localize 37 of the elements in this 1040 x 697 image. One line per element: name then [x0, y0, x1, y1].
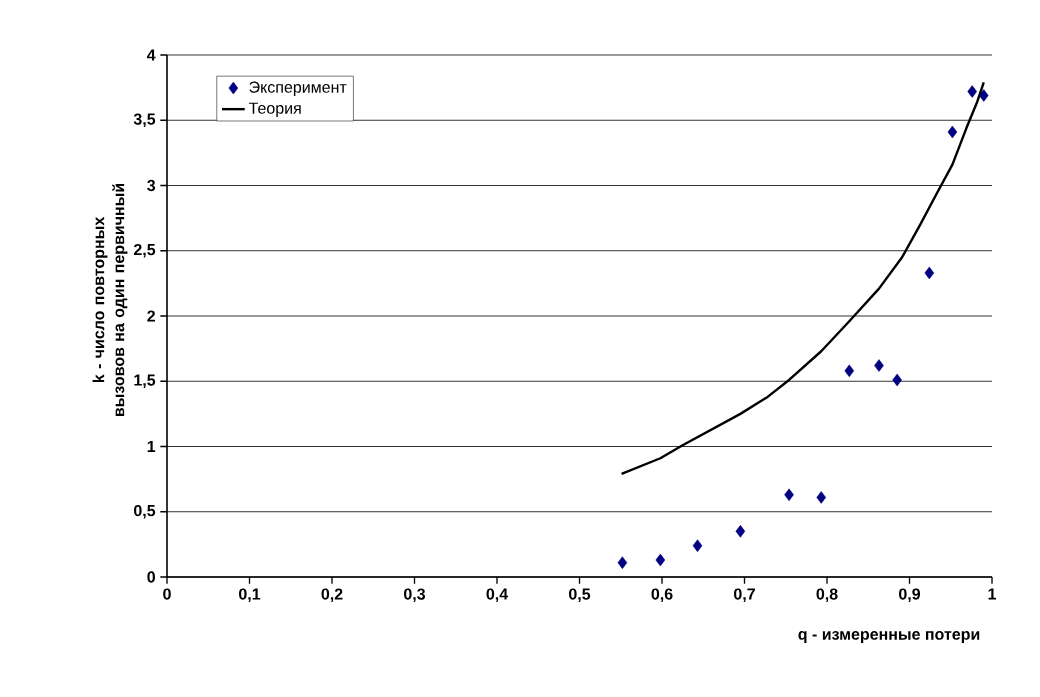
x-tick-label: 0,9: [899, 588, 921, 603]
y-tick-label: 4: [146, 49, 156, 61]
y-tick-label: 2,5: [133, 243, 156, 258]
x-tick-label: 0,7: [734, 588, 755, 603]
point: [735, 525, 746, 538]
point: [617, 556, 628, 569]
y-tick-label: 1,5: [134, 374, 156, 388]
point: [844, 364, 855, 378]
x-axis-title: q - измеренные потери: [798, 631, 980, 643]
y-tick-label: 0: [147, 571, 155, 583]
point: [924, 266, 935, 280]
y-axis-title: k - число повторных вызовов на один первичный: [92, 183, 128, 417]
y-tick-label: 2: [147, 310, 155, 322]
point: [692, 539, 703, 552]
point: [967, 85, 977, 98]
x-tick-label: 0,4: [486, 588, 509, 603]
y-tick-label: 3: [147, 179, 156, 192]
x-tick-label: 0,2: [321, 588, 343, 603]
point: [947, 125, 958, 139]
y-tick-label: 1: [147, 441, 156, 452]
x-tick-label: 1: [988, 588, 997, 600]
x-tick-label: 0: [163, 588, 171, 600]
y-tick-label: 3,5: [133, 113, 156, 128]
point: [816, 491, 826, 504]
point: [784, 488, 794, 502]
x-tick-label: 0,5: [569, 588, 591, 603]
x-tick-label: 0,8: [816, 588, 838, 603]
point: [978, 89, 989, 102]
x-tick-label: 0,3: [404, 588, 426, 603]
x-tick-label: 0,6: [651, 588, 673, 603]
x-tick-label: 0,1: [239, 588, 261, 603]
legend-label: Эксперимент: [249, 81, 347, 96]
point: [655, 553, 666, 567]
y-tick-label: 0,5: [134, 504, 156, 519]
point: [874, 359, 884, 372]
point: [892, 373, 902, 387]
legend-label: Теория: [248, 102, 301, 117]
